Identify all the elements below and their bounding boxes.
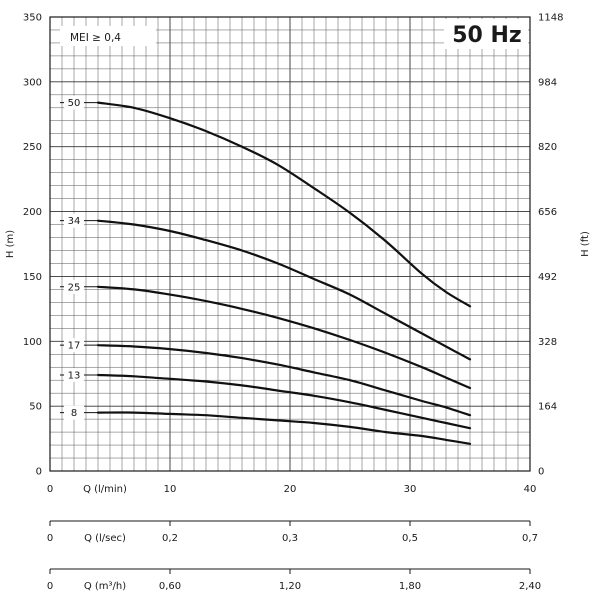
curve-label-bg <box>64 213 84 228</box>
secondary-x-tick-label: 0,60 <box>159 581 181 592</box>
x-tick-label: 10 <box>164 484 177 495</box>
bottom-axis-ticks: 0 10 20 30 40 Q (l/min) <box>47 484 537 495</box>
curve-label-25: 25 <box>68 282 81 293</box>
curve-label-17: 17 <box>68 341 81 352</box>
curve-34 <box>96 219 472 361</box>
curve-50 <box>96 101 472 308</box>
y-right-tick-label: 656 <box>538 207 557 218</box>
curve-label-bg <box>64 279 84 294</box>
y-tick-label: 200 <box>23 207 42 218</box>
y-right-tick-label: 1148 <box>538 13 563 24</box>
secondary-x-tick-label: 2,40 <box>519 581 541 592</box>
curve-label-bg <box>64 95 84 110</box>
secondary-x-tick-label: 0 <box>47 581 53 592</box>
title-box <box>444 19 528 49</box>
y-tick-label: 300 <box>23 77 42 88</box>
y-tick-label: 250 <box>23 142 42 153</box>
secondary-x-tick-label: 0,5 <box>402 533 418 544</box>
mei-annotation: MEI ≥ 0,4 <box>70 32 121 44</box>
curve-label-bg <box>64 368 84 383</box>
annotation-box <box>60 26 156 46</box>
grid <box>50 17 530 471</box>
secondary-x-tick-label: 1,80 <box>399 581 421 592</box>
chart-title: 50 Hz <box>452 23 522 48</box>
y-right-tick-label: 328 <box>538 337 557 348</box>
secondary-x-tick-label: 0,3 <box>282 533 298 544</box>
secondary-x-tick-label: 1,20 <box>279 581 301 592</box>
secondary-x-axes: 0 0,2 0,3 0,5 0,7 Q (l/sec) 0 0,60 1,20 1,80 2,40 Q… <box>47 521 541 592</box>
secondary-x-tick-label: 0 <box>47 533 53 544</box>
y-right-tick-label: 164 <box>538 402 557 413</box>
curve-label-8: 8 <box>71 408 77 419</box>
plot-frame <box>49 16 531 472</box>
curve-label-bg <box>64 405 84 420</box>
y-tick-label: 350 <box>23 13 42 24</box>
curve-labels: 50 34 25 17 13 8 <box>60 95 98 420</box>
curve-25 <box>96 285 472 390</box>
curves <box>96 101 472 445</box>
y-right-tick-label: 820 <box>538 142 557 153</box>
curve-13 <box>96 373 472 430</box>
x-tick-label: 20 <box>284 484 297 495</box>
secondary-x-axis-title: Q (m³/h) <box>84 581 126 592</box>
curve-label-34: 34 <box>68 216 81 227</box>
y-tick-label: 100 <box>23 337 42 348</box>
curve-8 <box>96 411 472 445</box>
secondary-x-tick-label: 0,7 <box>522 533 538 544</box>
y-right-tick-label: 492 <box>538 272 557 283</box>
y-right-tick-label: 984 <box>538 77 557 88</box>
secondary-x-axis-title: Q (l/sec) <box>84 533 126 544</box>
curve-label-bg <box>64 338 84 353</box>
y-right-tick-label: 0 <box>538 467 544 478</box>
curve-17 <box>96 344 472 417</box>
secondary-x-tick-label: 0,2 <box>162 533 178 544</box>
y-tick-label: 150 <box>23 272 42 283</box>
left-axis-ticks: 0 50 100 150 200 250 300 350 <box>23 13 42 478</box>
x-axis-title: Q (l/min) <box>83 484 127 495</box>
y-tick-label: 0 <box>36 467 42 478</box>
x-tick-label: 0 <box>47 484 53 495</box>
x-tick-label: 40 <box>524 484 537 495</box>
y-axis-title-right: H (ft) <box>580 231 591 257</box>
right-axis-ticks: 0 164 328 492 656 820 984 1148 <box>538 13 563 478</box>
y-tick-label: 50 <box>29 402 42 413</box>
x-tick-label: 30 <box>404 484 417 495</box>
y-axis-title-left: H (m) <box>5 230 16 258</box>
curve-label-50: 50 <box>68 98 81 109</box>
curve-label-13: 13 <box>68 371 81 382</box>
